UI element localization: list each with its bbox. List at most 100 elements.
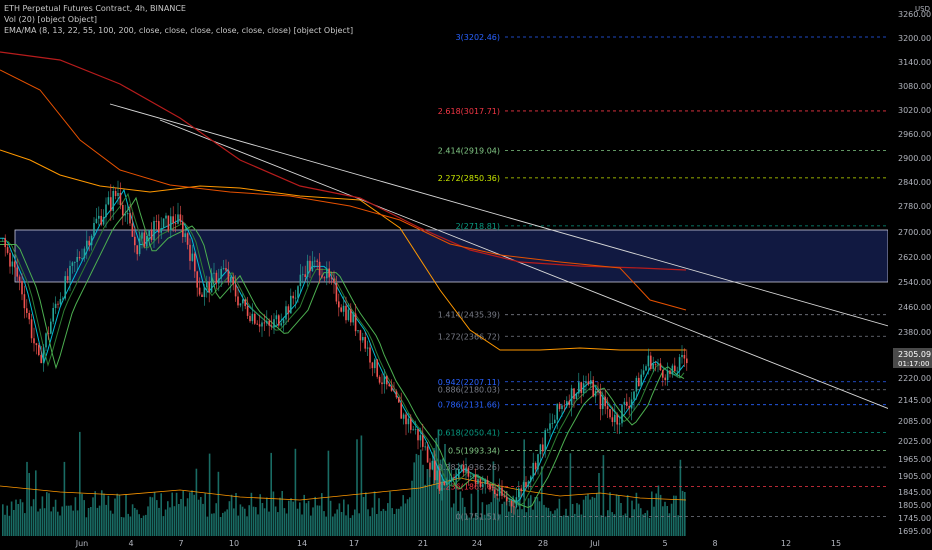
candle-body bbox=[124, 214, 126, 216]
volume-bar bbox=[574, 513, 576, 536]
volume-bar bbox=[6, 505, 8, 536]
volume-bar bbox=[541, 466, 543, 536]
candle-body bbox=[50, 321, 52, 334]
volume-bar bbox=[327, 450, 330, 536]
candle-body bbox=[537, 454, 539, 470]
volume-bar bbox=[411, 480, 413, 536]
volume-bar bbox=[382, 508, 385, 536]
candle-body bbox=[6, 247, 9, 253]
candle-body bbox=[393, 390, 395, 392]
volume-bars bbox=[0, 429, 687, 536]
volume-bar bbox=[248, 505, 250, 536]
volume-bar bbox=[404, 503, 407, 536]
volume-bar bbox=[24, 513, 26, 536]
volume-bar bbox=[2, 504, 4, 536]
volume-bar bbox=[501, 503, 503, 536]
candle-body bbox=[506, 496, 508, 502]
fib-level-label: 2.272(2850.36) bbox=[438, 174, 500, 183]
volume-bar bbox=[85, 517, 88, 536]
candle-body bbox=[90, 235, 93, 246]
symbol-title[interactable]: ETH Perpetual Futures Contract, 4h, BINA… bbox=[4, 4, 186, 13]
candle-body bbox=[494, 489, 496, 494]
volume-bar bbox=[336, 509, 338, 536]
volume-bar bbox=[70, 505, 72, 536]
candle-body bbox=[686, 358, 688, 364]
volume-bar bbox=[98, 505, 101, 536]
candle-body bbox=[604, 396, 606, 407]
candle-body bbox=[359, 330, 362, 341]
candle-body bbox=[242, 299, 244, 304]
volume-bar bbox=[68, 505, 70, 536]
candle-body bbox=[311, 261, 314, 272]
candle-body bbox=[182, 221, 184, 237]
volume-bar bbox=[189, 492, 191, 536]
candle-body bbox=[657, 363, 659, 365]
volume-bar bbox=[252, 506, 255, 536]
volume-indicator-label[interactable]: Vol (20) [object Object] bbox=[4, 15, 97, 24]
volume-bar bbox=[90, 507, 92, 536]
candle-body bbox=[381, 382, 383, 385]
volume-bar bbox=[255, 507, 257, 536]
ema-ma-indicator-label[interactable]: EMA/MA (8, 13, 22, 55, 100, 200, close, … bbox=[4, 26, 354, 35]
candle-body bbox=[434, 460, 436, 481]
volume-bar bbox=[239, 504, 242, 536]
volume-bar bbox=[646, 510, 649, 536]
volume-bar bbox=[329, 500, 332, 536]
fibonacci-extension[interactable]: 3.272(3334.01)3(3202.46)2.618(3017.71)2.… bbox=[438, 0, 888, 522]
time-tick-label: 24 bbox=[472, 539, 482, 548]
volume-bar bbox=[554, 510, 556, 536]
trend-lines[interactable] bbox=[109, 103, 893, 411]
candle-body bbox=[191, 253, 194, 261]
volume-bar bbox=[664, 501, 666, 536]
candle-body bbox=[621, 404, 623, 424]
volume-bar bbox=[602, 455, 605, 536]
volume-bar bbox=[314, 496, 316, 536]
candle-body bbox=[232, 277, 234, 285]
resistance-zone-box bbox=[14, 229, 889, 283]
candle-body bbox=[162, 218, 165, 228]
volume-bar bbox=[585, 495, 587, 536]
volume-bar bbox=[15, 499, 17, 536]
volume-bar bbox=[305, 503, 308, 536]
candle-body bbox=[472, 475, 474, 476]
candle-body bbox=[323, 277, 326, 279]
candle-body bbox=[527, 481, 530, 487]
candle-body bbox=[290, 295, 292, 314]
candle-body bbox=[54, 303, 57, 308]
candle-body bbox=[237, 296, 239, 306]
candle-body bbox=[177, 214, 179, 224]
candle-body bbox=[266, 320, 268, 324]
candle-body bbox=[561, 405, 563, 409]
candle-body bbox=[503, 495, 506, 497]
candle-body bbox=[417, 429, 419, 441]
candle-body bbox=[486, 480, 489, 485]
candle-body bbox=[362, 337, 364, 341]
volume-bar bbox=[569, 453, 572, 536]
volume-bar bbox=[556, 508, 558, 536]
volume-bar bbox=[338, 503, 341, 536]
candle-body bbox=[155, 221, 158, 222]
volume-bar bbox=[72, 510, 74, 536]
candle-body bbox=[16, 267, 18, 277]
volume-bar bbox=[169, 507, 171, 536]
fib-level-label: 1.272(2366.72) bbox=[438, 332, 500, 341]
fib-level-label: 0.618(2050.41) bbox=[438, 429, 500, 438]
volume-bar bbox=[167, 501, 169, 536]
volume-bar bbox=[538, 501, 541, 536]
time-axis[interactable]: Jun 4 7 10 14 17 21 24 28 Jul 5 8 12 15 bbox=[0, 536, 932, 550]
volume-bar bbox=[578, 504, 580, 536]
volume-bar bbox=[123, 517, 125, 536]
candle-body bbox=[138, 238, 141, 255]
volume-bar bbox=[200, 497, 202, 536]
volume-bar bbox=[486, 504, 488, 536]
candle-body bbox=[530, 476, 532, 482]
candle-body bbox=[681, 355, 683, 358]
volume-bar bbox=[217, 471, 220, 536]
volume-bar bbox=[622, 515, 624, 536]
resistance-zone[interactable] bbox=[14, 229, 889, 283]
candle-body bbox=[609, 409, 611, 418]
price-tick-label: 1745.00 bbox=[898, 514, 931, 523]
candle-body bbox=[206, 281, 208, 288]
